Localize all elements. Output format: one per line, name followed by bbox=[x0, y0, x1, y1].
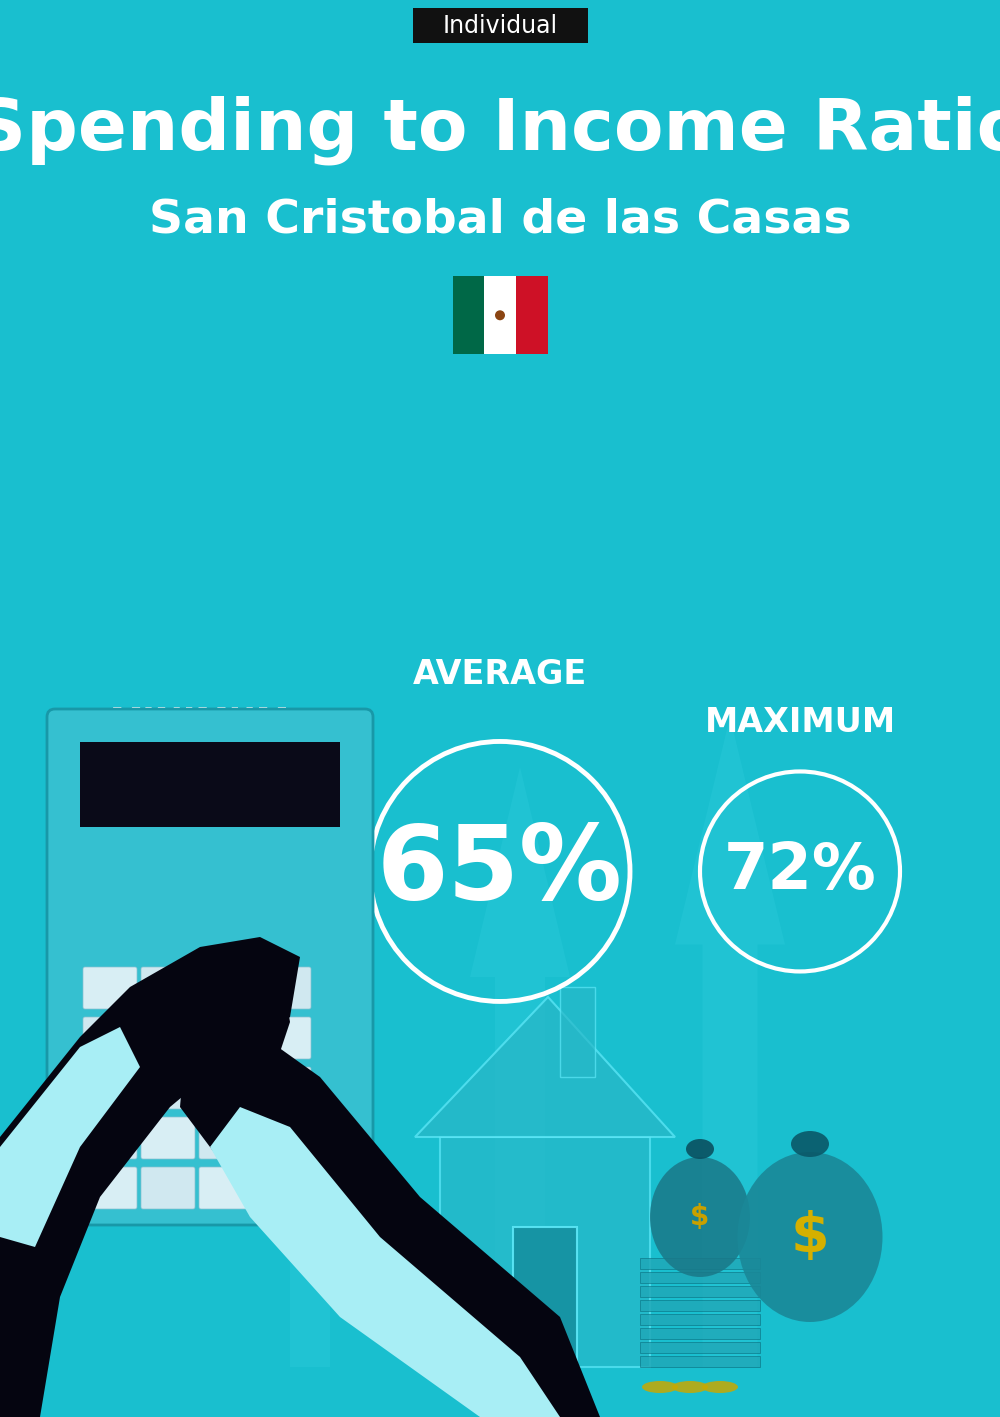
FancyBboxPatch shape bbox=[83, 1067, 137, 1110]
Polygon shape bbox=[0, 937, 300, 1417]
FancyBboxPatch shape bbox=[560, 988, 595, 1077]
Ellipse shape bbox=[642, 1382, 678, 1393]
FancyBboxPatch shape bbox=[199, 966, 253, 1009]
Polygon shape bbox=[440, 1136, 650, 1367]
FancyBboxPatch shape bbox=[257, 1168, 311, 1209]
FancyBboxPatch shape bbox=[640, 1356, 760, 1367]
FancyBboxPatch shape bbox=[83, 1017, 137, 1058]
Text: $: $ bbox=[690, 1203, 710, 1231]
Ellipse shape bbox=[686, 1139, 714, 1159]
Ellipse shape bbox=[495, 310, 505, 320]
Polygon shape bbox=[210, 976, 290, 1067]
FancyBboxPatch shape bbox=[640, 1299, 760, 1311]
FancyBboxPatch shape bbox=[199, 1117, 253, 1159]
Polygon shape bbox=[210, 1107, 560, 1417]
FancyBboxPatch shape bbox=[199, 1168, 253, 1209]
FancyBboxPatch shape bbox=[141, 1017, 195, 1058]
Polygon shape bbox=[0, 1027, 140, 1247]
Polygon shape bbox=[180, 1027, 600, 1417]
Polygon shape bbox=[415, 998, 675, 1136]
Ellipse shape bbox=[791, 1131, 829, 1158]
Text: 72%: 72% bbox=[724, 840, 876, 903]
FancyBboxPatch shape bbox=[516, 276, 548, 354]
FancyBboxPatch shape bbox=[141, 966, 195, 1009]
FancyBboxPatch shape bbox=[83, 1168, 137, 1209]
Ellipse shape bbox=[738, 1152, 883, 1322]
FancyBboxPatch shape bbox=[199, 1067, 253, 1110]
Text: AVERAGE: AVERAGE bbox=[413, 657, 587, 691]
FancyBboxPatch shape bbox=[640, 1314, 760, 1325]
FancyBboxPatch shape bbox=[452, 276, 484, 354]
Text: MAXIMUM: MAXIMUM bbox=[704, 706, 896, 740]
Ellipse shape bbox=[650, 1158, 750, 1277]
FancyBboxPatch shape bbox=[141, 1168, 195, 1209]
FancyBboxPatch shape bbox=[640, 1342, 760, 1353]
Text: Individual: Individual bbox=[442, 14, 558, 37]
FancyBboxPatch shape bbox=[257, 966, 311, 1009]
FancyBboxPatch shape bbox=[257, 1117, 311, 1159]
Polygon shape bbox=[270, 867, 350, 1367]
FancyBboxPatch shape bbox=[413, 7, 588, 43]
FancyBboxPatch shape bbox=[484, 276, 516, 354]
Text: MINIMUM: MINIMUM bbox=[110, 706, 290, 740]
FancyBboxPatch shape bbox=[640, 1287, 760, 1297]
FancyBboxPatch shape bbox=[83, 966, 137, 1009]
FancyBboxPatch shape bbox=[83, 1117, 137, 1159]
FancyBboxPatch shape bbox=[640, 1258, 760, 1270]
FancyBboxPatch shape bbox=[199, 1017, 253, 1058]
Text: 58%: 58% bbox=[124, 840, 276, 903]
Text: San Cristobal de las Casas: San Cristobal de las Casas bbox=[149, 197, 851, 242]
FancyBboxPatch shape bbox=[640, 1272, 760, 1282]
Text: Spending to Income Ratio: Spending to Income Ratio bbox=[0, 95, 1000, 166]
FancyBboxPatch shape bbox=[47, 708, 373, 1226]
Text: $: $ bbox=[791, 1210, 829, 1264]
FancyBboxPatch shape bbox=[80, 743, 340, 828]
Polygon shape bbox=[675, 717, 785, 1367]
FancyBboxPatch shape bbox=[141, 1067, 195, 1110]
FancyBboxPatch shape bbox=[257, 1067, 311, 1110]
Polygon shape bbox=[470, 767, 570, 1367]
Ellipse shape bbox=[672, 1382, 708, 1393]
FancyBboxPatch shape bbox=[257, 1017, 311, 1058]
FancyBboxPatch shape bbox=[640, 1328, 760, 1339]
FancyBboxPatch shape bbox=[513, 1227, 577, 1367]
Ellipse shape bbox=[702, 1382, 738, 1393]
Text: 65%: 65% bbox=[377, 820, 623, 922]
FancyBboxPatch shape bbox=[141, 1117, 195, 1159]
